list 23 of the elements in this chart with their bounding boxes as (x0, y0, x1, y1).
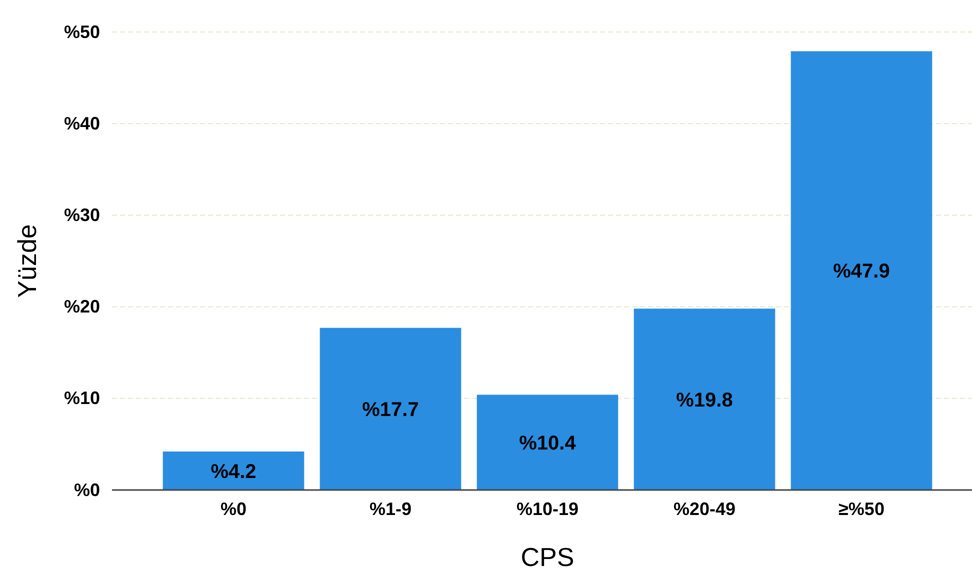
y-tick-label: %30 (64, 204, 100, 225)
bar (320, 328, 462, 490)
bar (162, 452, 304, 490)
bar (790, 51, 932, 490)
bar (476, 394, 618, 490)
y-tick-label: %0 (74, 480, 100, 500)
y-tick-label: %40 (64, 113, 100, 134)
data-label: %10.4 (519, 432, 577, 454)
data-label: %4.2 (210, 460, 256, 483)
bar (634, 308, 776, 490)
x-tick-label: ≥%50 (838, 498, 884, 519)
x-tick-label: %20-49 (673, 498, 736, 519)
y-axis-title: Yüzde (12, 224, 42, 298)
y-tick-label: %10 (64, 388, 100, 408)
data-label: %17.7 (362, 398, 419, 421)
x-axis-title: CPS (520, 542, 574, 572)
x-tick-label: %1-9 (369, 498, 412, 519)
y-tick-label: %20 (64, 296, 100, 317)
data-label: %47.9 (833, 260, 890, 283)
x-tick-label: %0 (220, 498, 247, 519)
x-tick-label: %10-19 (516, 498, 579, 519)
data-label: %19.8 (676, 389, 733, 412)
y-tick-label: %50 (64, 22, 100, 42)
